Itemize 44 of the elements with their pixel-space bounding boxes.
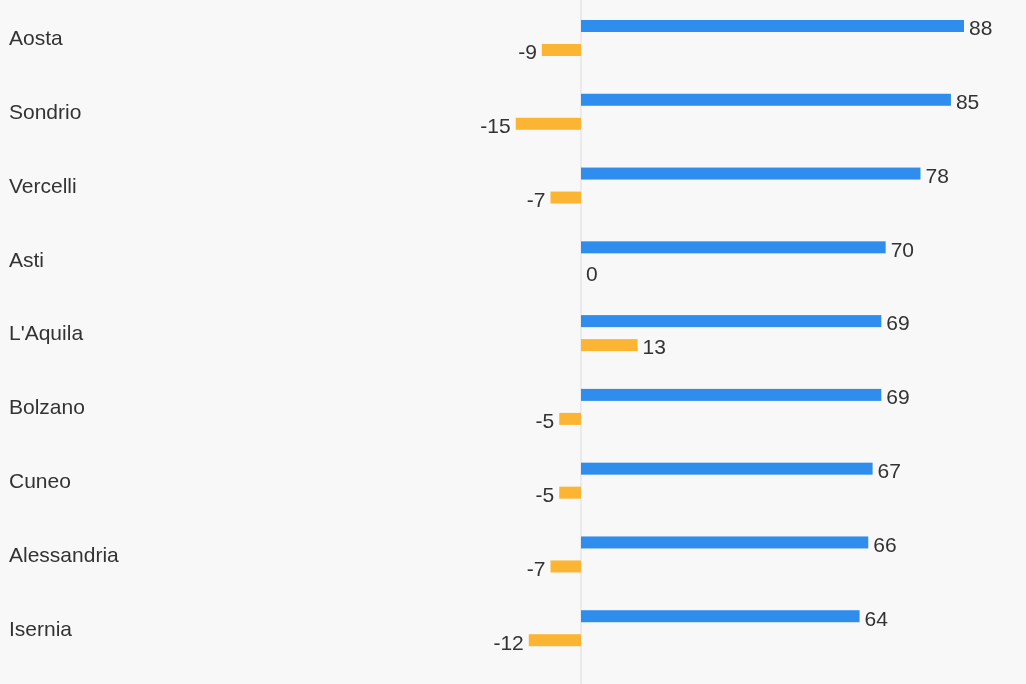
data-label: -7 (526, 556, 546, 580)
data-label: 64 (864, 606, 889, 630)
data-label: 13 (642, 335, 666, 359)
data-label: 78 (925, 163, 949, 187)
bar (515, 117, 581, 130)
data-label: 69 (886, 385, 910, 409)
y-tick-label: L'Aquila (9, 321, 84, 345)
y-tick-label: Vercelli (9, 173, 77, 197)
y-tick-label: Asti (9, 247, 45, 271)
y-tick-label: Bolzano (9, 395, 85, 419)
bar (581, 536, 869, 549)
bar (550, 191, 581, 204)
y-tick-label: Aosta (9, 26, 64, 50)
y-tick-label: Sondrio (9, 100, 82, 124)
y-tick-label: Cuneo (9, 469, 71, 493)
data-label: -9 (518, 40, 537, 64)
data-label: -5 (535, 483, 555, 507)
data-label: -5 (535, 409, 555, 433)
y-tick-label: Alessandria (9, 542, 120, 566)
bar (581, 167, 921, 180)
data-label: -12 (493, 630, 524, 654)
y-tick-label: Isernia (9, 616, 73, 640)
bar (541, 44, 581, 56)
bar (581, 241, 886, 254)
data-label: -15 (480, 114, 511, 138)
bar (581, 610, 860, 623)
data-label: 67 (877, 459, 901, 483)
data-label: -7 (526, 187, 546, 211)
bar (581, 462, 873, 475)
bar (581, 20, 964, 32)
bar (581, 339, 638, 352)
bar (559, 486, 581, 499)
data-label: 88 (969, 16, 993, 40)
data-label: 0 (586, 261, 598, 285)
bar (581, 388, 882, 401)
data-label: 85 (955, 90, 980, 114)
bar (528, 634, 581, 647)
data-label: 66 (873, 532, 897, 556)
bar (581, 315, 882, 328)
data-label: 69 (886, 311, 910, 335)
bar (550, 560, 581, 573)
bar (581, 93, 951, 106)
bar (559, 412, 581, 425)
data-label: 70 (890, 237, 915, 261)
